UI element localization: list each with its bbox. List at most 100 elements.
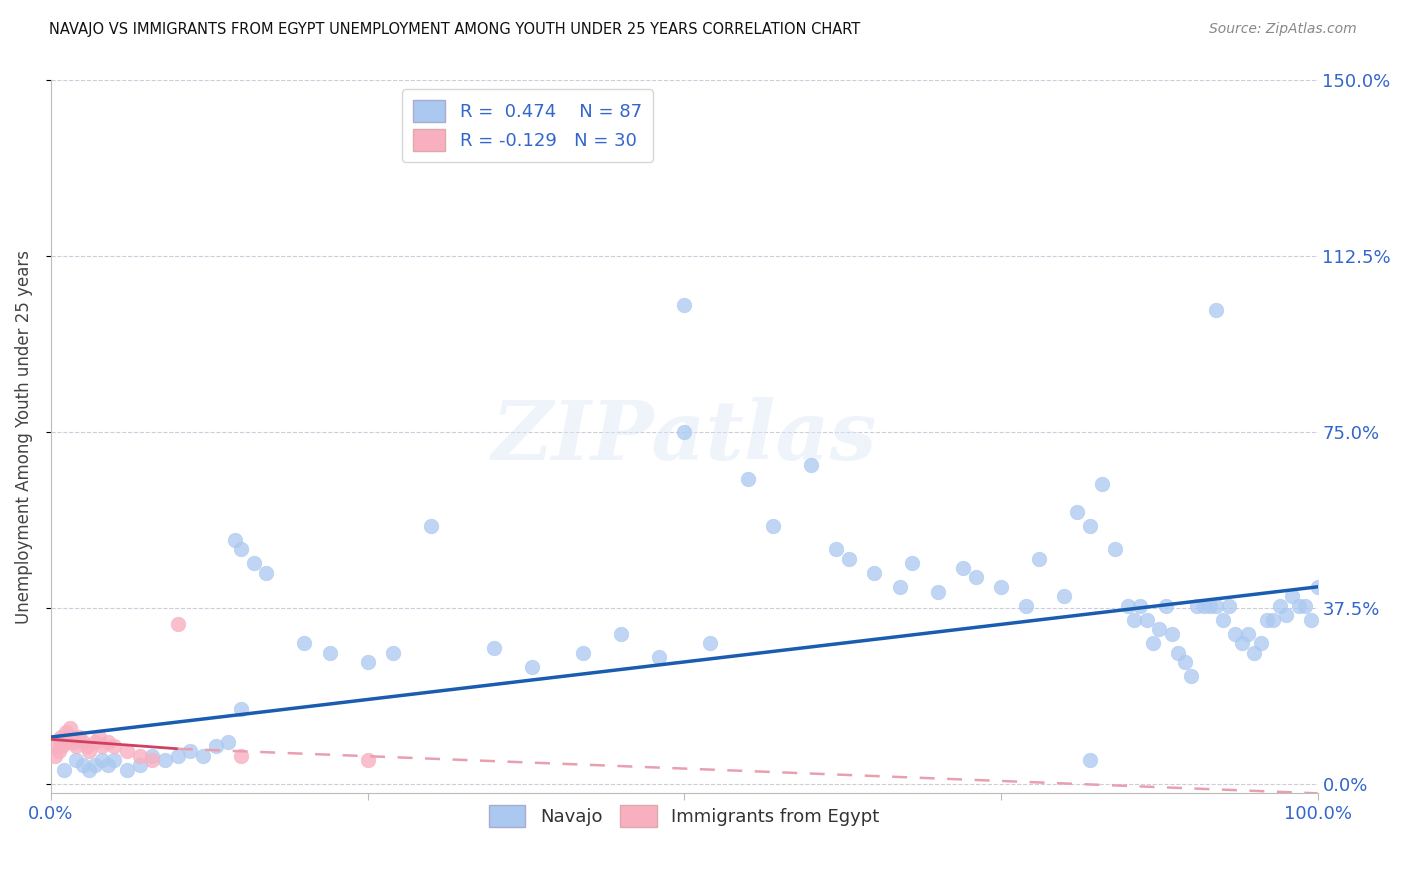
Point bbox=[59, 721, 82, 735]
Point bbox=[382, 646, 405, 660]
Point bbox=[229, 748, 252, 763]
Point bbox=[1281, 589, 1303, 603]
Point bbox=[1268, 599, 1291, 613]
Point bbox=[63, 735, 86, 749]
Point bbox=[1066, 505, 1088, 519]
Point bbox=[153, 754, 176, 768]
Point bbox=[1205, 599, 1227, 613]
Point bbox=[990, 580, 1012, 594]
Point bbox=[318, 646, 340, 660]
Point bbox=[204, 739, 226, 754]
Point bbox=[762, 519, 785, 533]
Point bbox=[1104, 542, 1126, 557]
Point bbox=[901, 557, 924, 571]
Point bbox=[254, 566, 277, 580]
Point bbox=[72, 758, 94, 772]
Point bbox=[49, 735, 72, 749]
Point bbox=[48, 744, 70, 758]
Point bbox=[1199, 599, 1222, 613]
Point bbox=[1167, 646, 1189, 660]
Point bbox=[84, 735, 107, 749]
Point bbox=[229, 542, 252, 557]
Point bbox=[1154, 599, 1177, 613]
Point bbox=[484, 640, 506, 655]
Point bbox=[1135, 613, 1157, 627]
Point bbox=[1116, 599, 1139, 613]
Point bbox=[56, 735, 79, 749]
Point bbox=[737, 472, 759, 486]
Point bbox=[166, 617, 188, 632]
Point bbox=[648, 650, 671, 665]
Text: Source: ZipAtlas.com: Source: ZipAtlas.com bbox=[1209, 22, 1357, 37]
Point bbox=[52, 763, 75, 777]
Point bbox=[1185, 599, 1208, 613]
Point bbox=[242, 557, 264, 571]
Point bbox=[1122, 613, 1144, 627]
Point bbox=[90, 739, 112, 754]
Point bbox=[1192, 599, 1215, 613]
Point bbox=[1288, 599, 1310, 613]
Point bbox=[65, 754, 87, 768]
Point bbox=[1306, 580, 1329, 594]
Point bbox=[179, 744, 201, 758]
Point bbox=[1173, 655, 1195, 669]
Point bbox=[97, 758, 120, 772]
Point bbox=[1301, 613, 1323, 627]
Point bbox=[55, 725, 77, 739]
Point bbox=[357, 655, 380, 669]
Point bbox=[76, 739, 98, 754]
Point bbox=[1256, 613, 1278, 627]
Point bbox=[1091, 476, 1114, 491]
Point bbox=[1212, 613, 1234, 627]
Point bbox=[115, 744, 138, 758]
Point bbox=[67, 730, 90, 744]
Point bbox=[1078, 754, 1101, 768]
Point bbox=[89, 730, 111, 744]
Point bbox=[46, 739, 69, 754]
Point bbox=[838, 551, 860, 566]
Point bbox=[1230, 636, 1253, 650]
Point bbox=[51, 730, 73, 744]
Point bbox=[224, 533, 246, 547]
Point bbox=[128, 758, 150, 772]
Point bbox=[1250, 636, 1272, 650]
Point bbox=[77, 763, 100, 777]
Point bbox=[1294, 599, 1316, 613]
Point bbox=[1237, 627, 1260, 641]
Point bbox=[58, 730, 80, 744]
Point bbox=[217, 735, 239, 749]
Point bbox=[229, 702, 252, 716]
Point bbox=[141, 748, 163, 763]
Point bbox=[84, 758, 107, 772]
Point bbox=[191, 748, 214, 763]
Text: ZIPatlas: ZIPatlas bbox=[492, 397, 877, 476]
Point bbox=[128, 748, 150, 763]
Point bbox=[825, 542, 848, 557]
Point bbox=[1218, 599, 1240, 613]
Point bbox=[927, 584, 949, 599]
Point bbox=[699, 636, 721, 650]
Point bbox=[610, 627, 633, 641]
Point bbox=[1078, 519, 1101, 533]
Point bbox=[77, 744, 100, 758]
Point bbox=[60, 730, 83, 744]
Point bbox=[800, 458, 823, 472]
Point bbox=[65, 739, 87, 754]
Point bbox=[53, 730, 76, 744]
Point bbox=[357, 754, 380, 768]
Point bbox=[1263, 613, 1285, 627]
Point bbox=[52, 735, 75, 749]
Point bbox=[1180, 669, 1202, 683]
Point bbox=[72, 735, 94, 749]
Point bbox=[965, 570, 987, 584]
Point bbox=[420, 519, 443, 533]
Point bbox=[673, 425, 696, 439]
Point bbox=[51, 739, 73, 754]
Point bbox=[1243, 646, 1265, 660]
Point bbox=[952, 561, 974, 575]
Point bbox=[1129, 599, 1152, 613]
Point bbox=[97, 735, 120, 749]
Point bbox=[1028, 551, 1050, 566]
Point bbox=[1015, 599, 1038, 613]
Point bbox=[1275, 607, 1298, 622]
